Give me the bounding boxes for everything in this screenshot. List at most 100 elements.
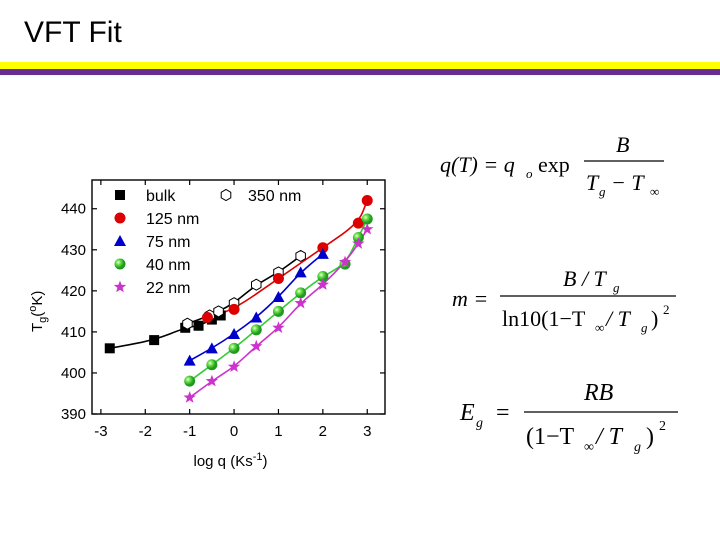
eq2-den-g: g: [641, 320, 648, 335]
x-tick-label: 1: [274, 423, 282, 440]
y-tick-label: 410: [61, 324, 86, 341]
data-point-bulk: [104, 343, 115, 354]
data-point-22-nm: [227, 360, 241, 372]
eq3-lhs-g: g: [476, 416, 483, 431]
data-point-40-nm: [361, 213, 373, 225]
data-point-22-nm: [205, 374, 218, 387]
eq3-equals: =: [496, 400, 510, 426]
data-point-350-nm: [182, 317, 193, 330]
legend-marker-75-nm: [114, 235, 126, 246]
legend-marker-40-nm: [114, 258, 126, 270]
data-point-75-nm: [272, 291, 285, 302]
data-point-75-nm: [228, 327, 241, 339]
data-point-75-nm: [205, 342, 218, 354]
x-tick-label: 3: [363, 423, 371, 440]
plot-frame: [91, 179, 386, 415]
data-point-125-nm: [201, 312, 213, 324]
data-point-75-nm: [250, 311, 263, 323]
data-point-125-nm: [228, 303, 240, 315]
legend-label-22-nm: 22 nm: [146, 280, 190, 297]
eq3-den-sq: 2: [659, 419, 666, 434]
eq1-sub-o: o: [526, 166, 533, 181]
eq2-lhs: m =: [452, 286, 488, 311]
eq1-numerator: B: [616, 132, 629, 157]
eq3-den-g: g: [634, 440, 641, 455]
y-tick-label: 420: [61, 283, 86, 300]
eq2-denominator: ln10(1−T: [502, 306, 586, 331]
data-point-22-nm: [316, 278, 329, 290]
legend-marker-125-nm: [114, 212, 126, 224]
data-point-22-nm: [294, 296, 307, 309]
activation-energy-equation: E g = RB (1−T ∞ / T g ) 2: [459, 380, 678, 455]
eq3-numerator: RB: [583, 380, 614, 406]
legend-label-75-nm: 75 nm: [146, 234, 190, 251]
title-underline-yellow: [0, 62, 720, 69]
y-tick-label: 430: [61, 242, 86, 259]
eq3-lhs: E: [459, 400, 475, 426]
eq1-lhs: q(T) = q: [440, 152, 515, 177]
eq1-exp: exp: [538, 152, 570, 177]
y-tick-label: 390: [61, 406, 86, 423]
y-tick-label: 440: [61, 201, 86, 218]
data-point-22-nm: [352, 237, 365, 249]
data-point-bulk: [193, 320, 204, 331]
data-point-22-nm: [183, 391, 196, 403]
legend-marker-350-nm: [220, 188, 232, 202]
data-point-350-nm: [295, 249, 306, 262]
data-point-40-nm: [272, 305, 284, 317]
data-point-40-nm: [184, 375, 196, 387]
x-tick-label: 0: [230, 423, 238, 440]
data-point-22-nm: [250, 339, 263, 352]
data-point-125-nm: [361, 195, 373, 207]
x-tick-label: -3: [94, 423, 107, 440]
vft-equation: q(T) = q o exp B T g − T ∞: [440, 132, 664, 199]
data-point-125-nm: [272, 273, 284, 285]
data-point-75-nm: [183, 354, 196, 366]
eq1-den-g: g: [599, 184, 606, 199]
x-tick-label: 2: [319, 423, 327, 440]
eq1-den-inf: ∞: [650, 184, 659, 199]
legend-marker-22-nm: [113, 280, 127, 293]
legend-label-125-nm: 125 nm: [146, 211, 199, 228]
eq1-den-minus: − T: [611, 170, 645, 195]
y-tick-label: 400: [61, 365, 86, 382]
x-tick-label: -1: [183, 423, 196, 440]
eq2-numerator: B / T: [563, 266, 608, 291]
data-point-40-nm: [206, 359, 218, 371]
data-point-40-nm: [317, 270, 329, 282]
x-axis-label: log q (Ks-1): [194, 451, 268, 470]
eq2-den-end: ): [651, 306, 658, 331]
eq2-den-inf: ∞: [595, 320, 604, 335]
data-point-350-nm: [213, 305, 224, 318]
y-axis-label: Tg(oK): [27, 291, 49, 332]
eq2-den-mid: / T: [604, 306, 632, 331]
data-point-40-nm: [295, 287, 307, 299]
eq1-den-T: T: [586, 170, 600, 195]
data-point-bulk: [149, 335, 160, 346]
data-point-75-nm: [316, 247, 329, 259]
data-point-40-nm: [228, 342, 240, 354]
title-underline-purple: [0, 69, 720, 75]
legend-label-350-nm: 350 nm: [248, 188, 301, 205]
data-point-40-nm: [250, 324, 262, 336]
eq3-den-mid: / T: [594, 424, 624, 450]
data-point-75-nm: [294, 266, 307, 278]
eq2-den-sq: 2: [663, 302, 670, 317]
slide-title: VFT Fit: [24, 16, 122, 49]
data-point-125-nm: [317, 242, 329, 254]
legend-marker-bulk: [115, 190, 125, 200]
fit-curve-75-nm: [189, 253, 324, 362]
eq3-den-inf: ∞: [584, 440, 594, 455]
eq3-denominator: (1−T: [526, 424, 575, 450]
eq3-den-end: ): [646, 424, 654, 450]
fit-curve-350-nm: [187, 255, 302, 325]
data-point-22-nm: [338, 255, 352, 268]
eq2-num-g: g: [613, 280, 620, 295]
legend-label-bulk: bulk: [146, 188, 176, 205]
data-point-125-nm: [352, 217, 364, 229]
data-point-22-nm: [272, 321, 285, 333]
data-point-22-nm: [361, 222, 374, 235]
fragility-equation: m = B / T g ln10(1−T ∞ / T g ) 2: [452, 266, 676, 335]
legend-label-40-nm: 40 nm: [146, 257, 190, 274]
